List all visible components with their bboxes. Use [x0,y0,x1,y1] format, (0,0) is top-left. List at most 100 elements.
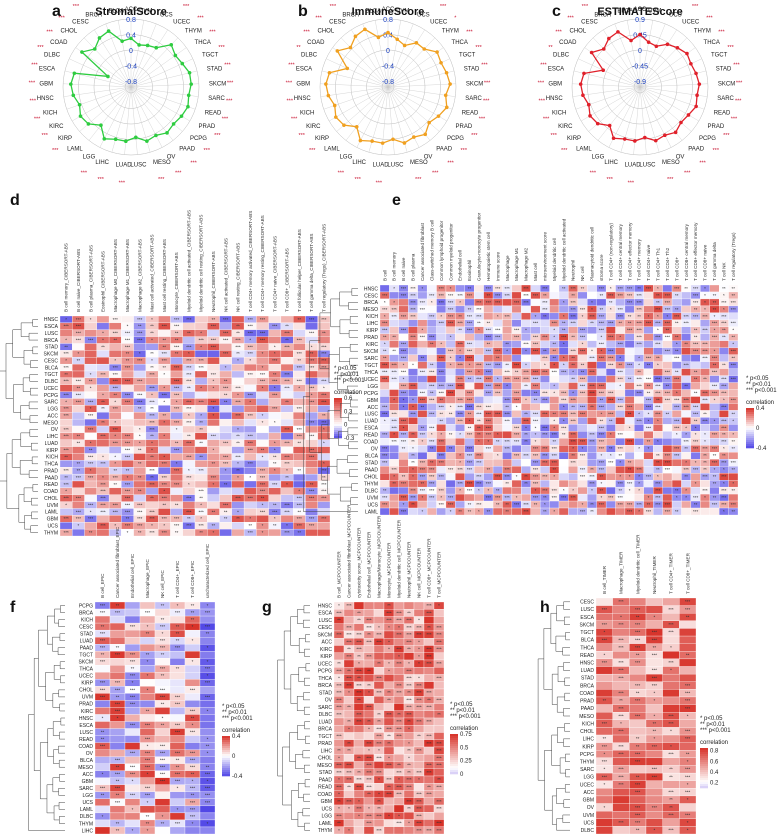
heatmap-star: ** [236,441,240,446]
heatmap-row-label: CESC [364,293,378,299]
heatmap-star: *** [627,328,633,333]
radar-category-label: COAD [307,40,325,46]
heatmap-cell [121,315,134,324]
heatmap-star: ** [600,307,604,312]
heatmap-cell [502,431,513,439]
heatmap-star: *** [382,453,388,458]
heatmap-star: *** [186,406,192,411]
heatmap-star: *** [580,453,586,458]
heatmap-cell [194,446,208,454]
heatmap-star: ** [487,293,491,298]
heatmap-star: ** [116,821,120,826]
heatmap-cell [108,487,122,495]
heatmap-star: ** [468,411,472,416]
radar-significance-mark: *** [158,177,165,183]
heatmap-star: ** [138,406,142,411]
heatmap-star: ** [647,502,651,507]
dendrogram-branch [20,322,33,337]
heatmap-cell [577,291,588,300]
heatmap-star: *** [376,755,382,760]
heatmap-cell [139,601,156,610]
heatmap-star: ** [347,705,351,710]
heatmap-star: * [368,726,370,731]
heatmap-star: *** [618,370,624,375]
heatmap-star: * [685,495,687,500]
dendrogram-branch [38,629,48,687]
heatmap-cell [170,432,183,440]
heatmap-star: *** [665,509,671,514]
heatmap-star: *** [436,647,442,652]
radar-point [326,93,331,98]
heatmap-cell [383,703,395,711]
heatmap-legend: * p<0.05** p<0.01*** p<0.001correlation0… [222,704,253,780]
heatmap-star: ** [647,383,651,388]
heatmap-row-label: LIHC [47,434,59,440]
heatmap-star: ** [322,331,326,336]
heatmap-column-label: B cell [382,270,387,281]
radar-point [173,53,178,58]
heatmap-star: *** [420,370,426,375]
heatmap-star: ** [628,411,632,416]
heatmap-star: *** [416,683,422,688]
heatmap-star: *** [674,397,680,402]
heatmap-cell [549,500,560,509]
radar-point [137,43,141,47]
heatmap-column-label: Common myeloid progenitor [448,223,453,281]
heatmap-star: ** [656,397,660,402]
heatmap-star: * [338,603,340,608]
heatmap-cell [634,459,644,467]
heatmap-star: *** [439,453,445,458]
radar-category-label: UCS [417,13,430,19]
heatmap-star: ** [113,392,117,397]
radar-significance-mark: *** [713,148,720,154]
heatmap-cell [169,679,186,687]
heatmap-cell [549,396,560,404]
heatmap-star: * [572,390,574,395]
heatmap-cell [433,768,445,777]
heatmap-cell [194,315,208,324]
dendrogram-branch [28,401,38,410]
heatmap-cell [436,445,447,453]
heatmap-star: *** [436,784,442,789]
heatmap-star: *** [401,286,407,291]
heatmap-cell [474,340,484,348]
heatmap-star: ** [590,467,594,472]
heatmap-star: *** [561,495,567,500]
heatmap-star: *** [476,453,482,458]
heatmap-cell [605,480,616,488]
heatmap-star: * [65,502,67,507]
heatmap-star: *** [467,328,473,333]
heatmap-star: *** [665,390,671,395]
heatmap-star: *** [401,293,407,298]
heatmap-star: *** [115,772,121,777]
radar-point [588,114,592,118]
heatmap-star: *** [336,697,342,702]
heatmap-row-label: THYM [364,481,378,487]
heatmap-star: *** [125,365,131,370]
heatmap-star: ** [101,729,105,734]
dendrogram-branch [30,525,38,533]
heatmap-row-label: LAML [365,509,378,515]
heatmap-row-label: GBM [367,398,378,404]
heatmap-cell [268,336,282,344]
heatmap-star: ** [487,342,491,347]
heatmap-star: ** [477,425,481,430]
heatmap-star: ** [383,356,387,361]
heatmap-star: *** [376,726,382,731]
heatmap-star: *** [486,383,492,388]
heatmap-star: * [398,625,400,630]
heatmap-cell [268,329,282,337]
heatmap-star: ** [298,509,302,514]
heatmap-cell [624,431,635,439]
heatmap-row-label: UCS [82,800,93,806]
heatmap-cell [317,522,331,530]
heatmap-cell [728,389,739,397]
heatmap-cell [96,528,110,537]
heatmap-star: * [450,509,452,514]
heatmap-cell [84,522,97,530]
heatmap-star: *** [457,411,463,416]
radar-point [436,114,441,118]
heatmap-star: *** [646,404,652,409]
heatmap-star: * [90,386,92,391]
radar-category-label: DLBC [553,53,570,59]
